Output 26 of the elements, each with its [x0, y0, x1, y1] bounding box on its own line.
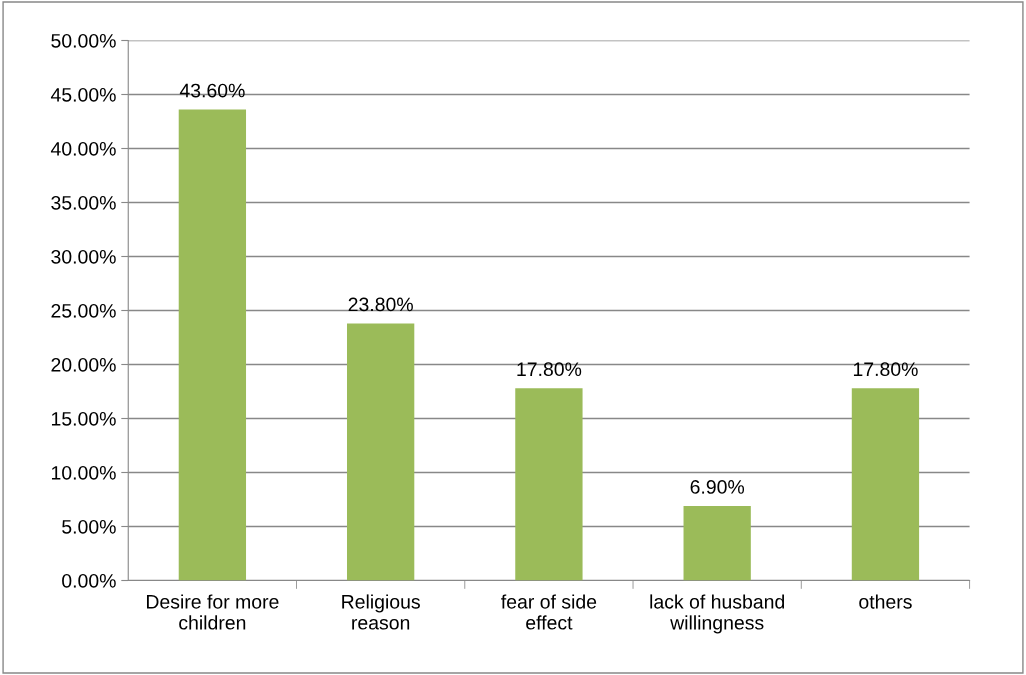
bar: [683, 505, 751, 581]
bar: [178, 109, 247, 581]
data-label: 43.60%: [179, 83, 245, 98]
y-tick-label: 50.00%: [51, 33, 116, 48]
y-tick-label: 20.00%: [51, 357, 116, 372]
data-label: 6.90%: [690, 480, 745, 494]
x-tick-label: Desire for more children: [146, 594, 279, 630]
y-tick-label: 5.00%: [62, 519, 116, 534]
y-tick-label: 0.00%: [62, 573, 116, 588]
y-tick-label: 10.00%: [51, 465, 116, 480]
y-tick-label: 25.00%: [51, 303, 116, 318]
bar: [515, 388, 583, 581]
bar: [346, 323, 415, 581]
x-tick-label: fear of side effect: [501, 594, 597, 630]
y-tick-label: 30.00%: [51, 249, 116, 264]
y-tick-label: 15.00%: [51, 411, 116, 426]
x-tick-label: Religious reason: [342, 594, 420, 630]
data-label: 17.80%: [853, 362, 918, 377]
x-tick-label: lack of husband willingness: [650, 594, 785, 634]
bar: [851, 388, 920, 581]
x-tick-label: others: [859, 594, 912, 609]
data-label: 23.80%: [348, 297, 413, 312]
data-label: 17.80%: [517, 362, 582, 377]
y-tick-label: 40.00%: [50, 141, 116, 156]
y-tick-label: 45.00%: [50, 87, 116, 102]
y-tick-label: 35.00%: [51, 195, 116, 210]
